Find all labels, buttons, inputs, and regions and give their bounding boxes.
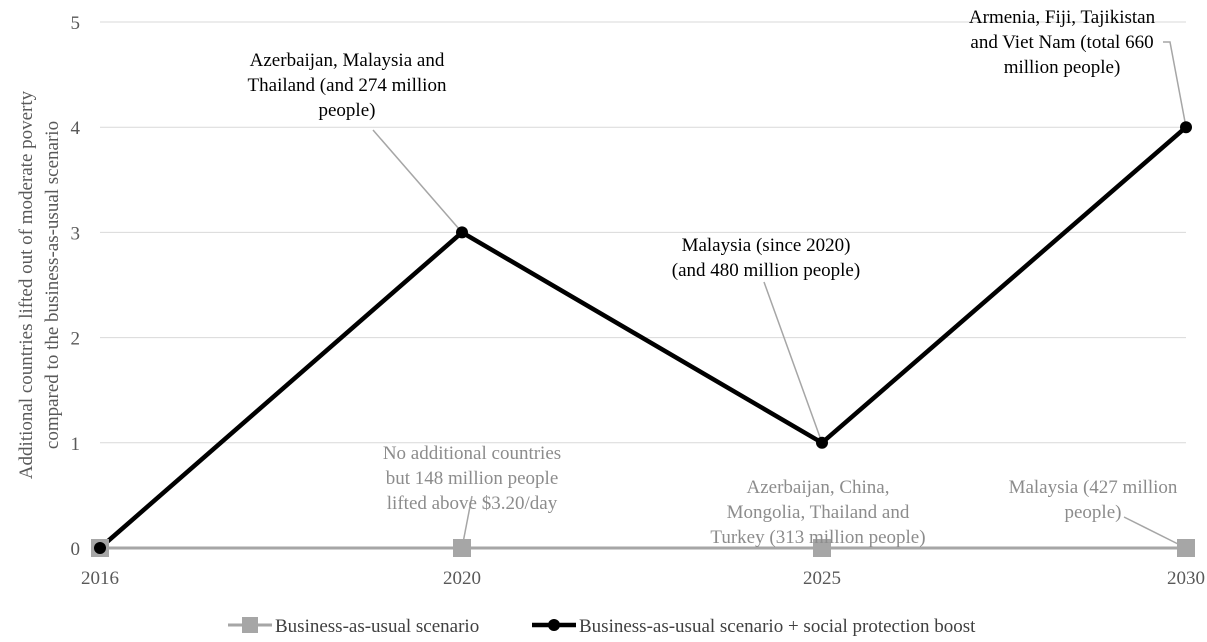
annotation-leader-line bbox=[1163, 41, 1187, 128]
y-axis: 0 1 2 3 4 5 bbox=[71, 13, 81, 560]
marker-business-as-usual bbox=[813, 539, 831, 557]
y-tick-label: 4 bbox=[71, 118, 81, 139]
y-tick-label: 5 bbox=[71, 13, 81, 34]
legend-marker-circle bbox=[548, 619, 560, 631]
x-axis: 2016 2020 2025 2030 bbox=[81, 547, 1205, 589]
annotations: Azerbaijan, Malaysia and Thailand (and 27… bbox=[248, 7, 1178, 548]
marker-business-as-usual bbox=[453, 539, 471, 557]
y-axis-title-line: compared to the business-as-usual scenar… bbox=[42, 121, 63, 449]
annotation-text-line: Armenia, Fiji, Tajikistan bbox=[969, 7, 1156, 28]
annotation-text-line: (and 480 million people) bbox=[672, 260, 860, 281]
y-tick-label: 0 bbox=[71, 539, 81, 560]
y-axis-title: Additional countries lifted out of moder… bbox=[16, 90, 63, 479]
marker-social-protection-boost bbox=[816, 436, 828, 449]
series-markers bbox=[91, 121, 1195, 557]
x-tick-label: 2020 bbox=[443, 568, 481, 589]
annotation-text-line: Azerbaijan, Malaysia and bbox=[250, 50, 445, 71]
legend: Business-as-usual scenario Business-as-us… bbox=[228, 616, 976, 637]
annotation-text-line: Malaysia (since 2020) bbox=[682, 235, 851, 256]
annotation-leader-line bbox=[372, 129, 463, 233]
y-tick-label: 3 bbox=[71, 223, 81, 244]
y-tick-label: 1 bbox=[71, 434, 81, 455]
annotation-text-line: Thailand (and 274 million bbox=[248, 75, 447, 96]
y-tick-label: 2 bbox=[71, 329, 81, 350]
legend-marker-square bbox=[242, 617, 258, 633]
legend-label: Business-as-usual scenario + social prot… bbox=[579, 616, 976, 637]
annotation-text-line: lifted above $3.20/day bbox=[387, 493, 558, 514]
annotation-text-line: people) bbox=[319, 100, 376, 121]
annotation-text-line: Mongolia, Thailand and bbox=[727, 502, 910, 523]
series-line-social-protection-boost bbox=[98, 125, 1188, 550]
gridlines bbox=[100, 21, 1186, 444]
annotation-text-line: Malaysia (427 million bbox=[1009, 477, 1178, 498]
marker-business-as-usual bbox=[1177, 539, 1195, 557]
marker-social-protection-boost bbox=[94, 542, 106, 554]
annotation-text-line: Turkey (313 million people) bbox=[710, 527, 925, 548]
x-tick-label: 2025 bbox=[803, 568, 841, 589]
marker-social-protection-boost bbox=[1180, 121, 1192, 134]
annotation-text-line: people) bbox=[1065, 502, 1122, 523]
annotation-text-line: and Viet Nam (total 660 bbox=[970, 32, 1153, 53]
y-axis-title-line: Additional countries lifted out of moder… bbox=[16, 90, 37, 479]
annotation-text-line: Azerbaijan, China, bbox=[747, 477, 890, 498]
x-tick-label: 2016 bbox=[81, 568, 119, 589]
annotation-leader-line bbox=[763, 281, 823, 444]
annotation-leader-line bbox=[1123, 516, 1187, 549]
legend-label: Business-as-usual scenario bbox=[275, 616, 479, 637]
x-tick-label: 2030 bbox=[1167, 568, 1205, 589]
annotation-text-line: but 148 million people bbox=[386, 468, 559, 489]
annotation-text-line: No additional countries bbox=[383, 443, 561, 464]
series-lines bbox=[98, 125, 1188, 550]
marker-social-protection-boost bbox=[456, 226, 468, 239]
annotation-text-line: million people) bbox=[1004, 57, 1121, 78]
